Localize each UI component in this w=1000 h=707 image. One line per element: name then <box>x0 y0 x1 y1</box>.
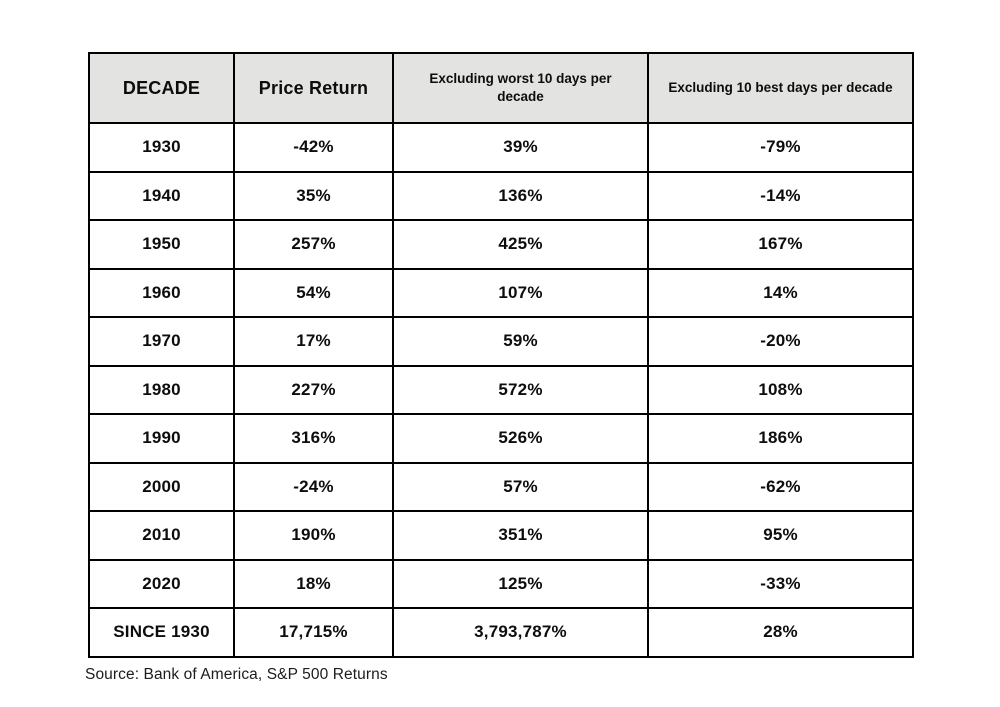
value-cell: 3,793,787% <box>392 607 649 658</box>
value-cell: -14% <box>647 170 914 221</box>
table-row: 1960 54% 107% 14% <box>88 267 914 318</box>
row-label-cell: 1950 <box>88 219 235 270</box>
returns-table: DECADE Price Return Excluding worst 10 d… <box>88 52 914 658</box>
value-cell: 28% <box>647 607 914 658</box>
value-cell: 35% <box>233 170 394 221</box>
value-cell: 39% <box>392 122 649 173</box>
value-cell: 572% <box>392 364 649 415</box>
source-caption: Source: Bank of America, S&P 500 Returns <box>85 666 388 683</box>
row-label-cell: 1970 <box>88 316 235 367</box>
table-row: 1970 17% 59% -20% <box>88 316 914 367</box>
row-label-cell: 1990 <box>88 413 235 464</box>
table-row: 2010 190% 351% 95% <box>88 510 914 561</box>
value-cell: -79% <box>647 122 914 173</box>
table-row: 1950 257% 425% 167% <box>88 219 914 270</box>
value-cell: 54% <box>233 267 394 318</box>
column-header-decade: DECADE <box>88 52 235 124</box>
row-label-cell: 2000 <box>88 461 235 512</box>
table-body: 1930 -42% 39% -79% 1940 35% 136% -14% 1950 257% 42… <box>88 122 914 658</box>
value-cell: 108% <box>647 364 914 415</box>
row-label-cell: 1960 <box>88 267 235 318</box>
table-row: 2020 18% 125% -33% <box>88 558 914 609</box>
value-cell: 17,715% <box>233 607 394 658</box>
value-cell: 316% <box>233 413 394 464</box>
value-cell: 57% <box>392 461 649 512</box>
table-row: SINCE 1930 17,715% 3,793,787% 28% <box>88 607 914 658</box>
table-row: 1980 227% 572% 108% <box>88 364 914 415</box>
table-row: 1940 35% 136% -14% <box>88 170 914 221</box>
table-row: 2000 -24% 57% -62% <box>88 461 914 512</box>
column-header-excluding-best: Excluding 10 best days per decade <box>647 52 914 124</box>
value-cell: 18% <box>233 558 394 609</box>
value-cell: 425% <box>392 219 649 270</box>
value-cell: -20% <box>647 316 914 367</box>
value-cell: -33% <box>647 558 914 609</box>
table-row: 1990 316% 526% 186% <box>88 413 914 464</box>
returns-table-container: DECADE Price Return Excluding worst 10 d… <box>88 52 914 658</box>
value-cell: 167% <box>647 219 914 270</box>
column-header-excluding-worst: Excluding worst 10 days per decade <box>392 52 649 124</box>
value-cell: 351% <box>392 510 649 561</box>
row-label-cell: 2020 <box>88 558 235 609</box>
value-cell: 95% <box>647 510 914 561</box>
value-cell: 136% <box>392 170 649 221</box>
table-row: 1930 -42% 39% -79% <box>88 122 914 173</box>
value-cell: 59% <box>392 316 649 367</box>
value-cell: 190% <box>233 510 394 561</box>
value-cell: 257% <box>233 219 394 270</box>
value-cell: -62% <box>647 461 914 512</box>
header-row: DECADE Price Return Excluding worst 10 d… <box>88 52 914 124</box>
value-cell: 227% <box>233 364 394 415</box>
value-cell: 526% <box>392 413 649 464</box>
value-cell: 107% <box>392 267 649 318</box>
value-cell: 14% <box>647 267 914 318</box>
row-label-cell: 1940 <box>88 170 235 221</box>
value-cell: -42% <box>233 122 394 173</box>
value-cell: 17% <box>233 316 394 367</box>
row-label-cell: 2010 <box>88 510 235 561</box>
value-cell: -24% <box>233 461 394 512</box>
row-label-cell: 1980 <box>88 364 235 415</box>
row-label-cell: SINCE 1930 <box>88 607 235 658</box>
row-label-cell: 1930 <box>88 122 235 173</box>
value-cell: 125% <box>392 558 649 609</box>
value-cell: 186% <box>647 413 914 464</box>
column-header-price-return: Price Return <box>233 52 394 124</box>
